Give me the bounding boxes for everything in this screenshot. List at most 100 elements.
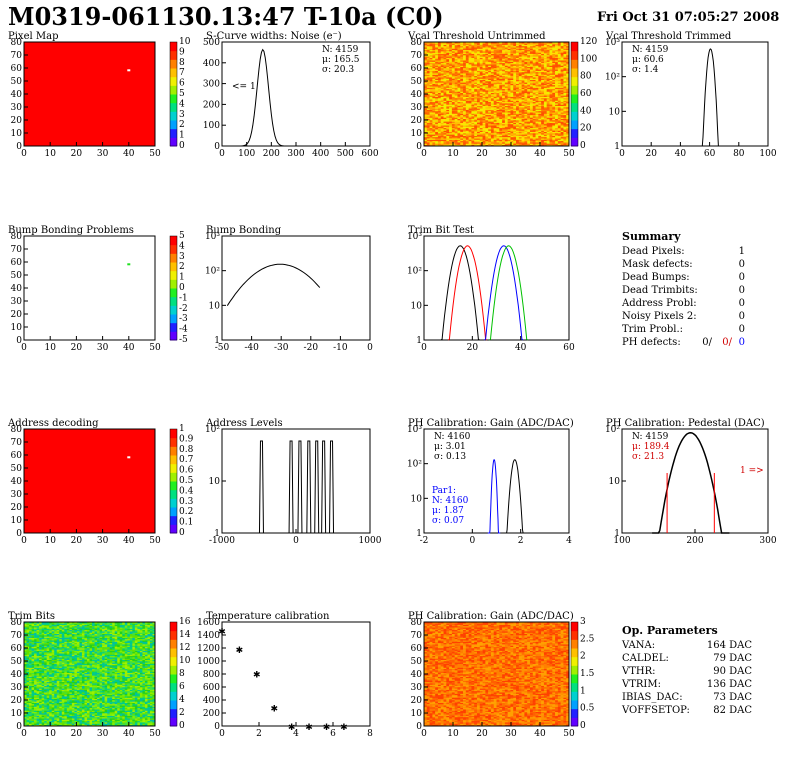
vcal-untrimmed-pixel: [460, 136, 464, 139]
vcal-untrimmed-pixel: [496, 75, 500, 78]
vcal-untrimmed-pixel: [557, 131, 561, 134]
vcal-untrimmed-pixel: [446, 112, 450, 114]
vcal-untrimmed-pixel: [451, 82, 455, 84]
vcal-untrimmed-pixel: [488, 136, 492, 139]
vcal-untrimmed-pixel: [557, 95, 561, 97]
vcal-untrimmed-pixel: [479, 60, 483, 62]
pixel-map-xlabel: 20: [71, 149, 83, 159]
vcal-untrimmed-pixel: [552, 142, 556, 144]
vcal-untrimmed-pixel: [535, 58, 539, 61]
vcal-untrimmed-pixel: [541, 64, 545, 66]
vcal-untrimmed-pixel: [504, 131, 508, 134]
vcal-untrimmed-pixel: [529, 62, 534, 65]
vcal-untrimmed-pixel: [555, 64, 559, 66]
vcal-untrimmed-pixel: [560, 125, 564, 127]
vcal-untrimmed-pixel: [440, 66, 444, 69]
vcal-untrimmed-pixel: [543, 112, 547, 114]
vcal-untrimmed-pixel: [532, 136, 536, 139]
summary-value: 0: [739, 272, 745, 283]
vcal-untrimmed-pixel: [490, 74, 495, 77]
vcal-untrimmed-pixel: [482, 125, 486, 127]
vcal-untrimmed-pixel: [502, 129, 506, 131]
vcal-untrimmed-pixel: [535, 75, 539, 78]
vcal-untrimmed-pixel: [446, 65, 450, 67]
vcal-untrimmed-pixel: [535, 78, 539, 80]
vcal-untrimmed-pixel: [541, 129, 545, 131]
vcal-untrimmed-pixel: [538, 84, 542, 87]
vcal-untrimmed-pixel: [465, 114, 469, 117]
vcal-untrimmed-pixel: [463, 90, 467, 92]
vcal-untrimmed-pixel: [499, 142, 503, 144]
vcal-untrimmed-pixel: [555, 84, 559, 87]
vcal-untrimmed-pixel: [488, 110, 492, 113]
vcal-untrimmed-pixel: [518, 87, 522, 90]
vcal-untrimmed-pixel: [474, 126, 478, 129]
vcal-untrimmed-pixel: [496, 103, 500, 105]
vcal-untrimmed-pixel: [488, 113, 492, 116]
bump-problems-palette-cell: [170, 331, 177, 341]
vcal-untrimmed-pixel: [510, 97, 514, 100]
vcal-untrimmed-pixel: [502, 92, 506, 95]
vcal-untrimmed-pixel: [446, 131, 450, 134]
vcal-untrimmed-pixel: [541, 83, 545, 86]
vcal-untrimmed-pixel: [566, 84, 570, 87]
vcal-untrimmed-pixel: [552, 92, 556, 95]
vcal-untrimmed-pixel: [563, 65, 567, 67]
vcal-untrimmed-pixel: [496, 86, 500, 88]
vcal-untrimmed-pixel: [502, 126, 506, 129]
vcal-untrimmed-pixel: [443, 122, 447, 125]
vcal-untrimmed-pixel: [496, 90, 500, 92]
vcal-untrimmed-pixel: [546, 74, 550, 77]
address-decoding-palette-label: 0.1: [179, 518, 193, 528]
vcal-untrimmed-pixel: [443, 77, 447, 79]
vcal-untrimmed-pixel: [538, 140, 542, 143]
vcal-untrimmed-pixel: [552, 101, 556, 104]
vcal-untrimmed-pixel: [555, 56, 559, 58]
vcal-untrimmed-pixel: [504, 88, 508, 91]
vcal-untrimmed-pixel: [465, 56, 469, 58]
vcal-untrimmed-pixel: [555, 142, 559, 144]
vcal-untrimmed-pixel: [471, 140, 475, 143]
vcal-untrimmed-pixel: [557, 120, 561, 122]
vcal-untrimmed-pixel: [432, 109, 436, 112]
vcal-untrimmed-pixel: [504, 117, 508, 119]
vcal-untrimmed-pixel: [460, 69, 464, 71]
vcal-untrimmed-pixel: [532, 82, 536, 84]
vcal-untrimmed-pixel: [549, 91, 553, 93]
vcal-untrimmed-pixel: [546, 136, 550, 139]
vcal-untrimmed-pixel: [476, 62, 481, 65]
vcal-untrimmed-pixel: [457, 64, 461, 66]
vcal-untrimmed-pixel: [516, 81, 520, 83]
vcal-untrimmed-pixel: [518, 105, 522, 108]
vcal-untrimmed-pixel: [541, 120, 545, 122]
vcal-untrimmed-pixel: [449, 105, 453, 108]
vcal-untrimmed-pixel: [471, 86, 475, 88]
vcal-untrimmed-pixel: [499, 65, 503, 67]
vcal-untrimmed-pixel: [566, 64, 570, 66]
vcal-untrimmed-pixel: [463, 105, 467, 108]
vcal-untrimmed-pixel: [546, 127, 550, 130]
vcal-untrimmed-pixel: [504, 140, 508, 143]
bump-problems-ylabel: 40: [11, 284, 23, 294]
vcal-untrimmed-pixel: [446, 56, 450, 58]
vcal-untrimmed-pixel: [451, 65, 455, 67]
vcal-untrimmed-pixel: [557, 130, 561, 132]
vcal-untrimmed-pixel: [524, 65, 528, 67]
vcal-untrimmed-pixel: [474, 136, 478, 139]
vcal-untrimmed-pixel: [546, 118, 550, 121]
vcal-untrimmed-pixel: [463, 114, 467, 117]
vcal-untrimmed-pixel: [443, 52, 447, 54]
vcal-untrimmed-pixel: [538, 139, 542, 142]
vcal-untrimmed-pixel: [460, 71, 464, 74]
vcal-untrimmed-pixel: [566, 126, 570, 129]
bump-problems-palette-label: 0: [179, 283, 185, 293]
vcal-untrimmed-pixel: [426, 92, 430, 95]
vcal-untrimmed-pixel: [493, 60, 497, 62]
vcal-untrimmed-pixel: [552, 97, 556, 100]
vcal-untrimmed-pixel: [510, 105, 514, 108]
vcal-untrimmed-pixel: [429, 52, 433, 54]
vcal-untrimmed-pixel: [488, 82, 492, 84]
vcal-untrimmed-pixel: [424, 135, 428, 138]
vcal-untrimmed-xlabel: 50: [563, 149, 575, 159]
vcal-untrimmed-pixel: [557, 109, 561, 112]
